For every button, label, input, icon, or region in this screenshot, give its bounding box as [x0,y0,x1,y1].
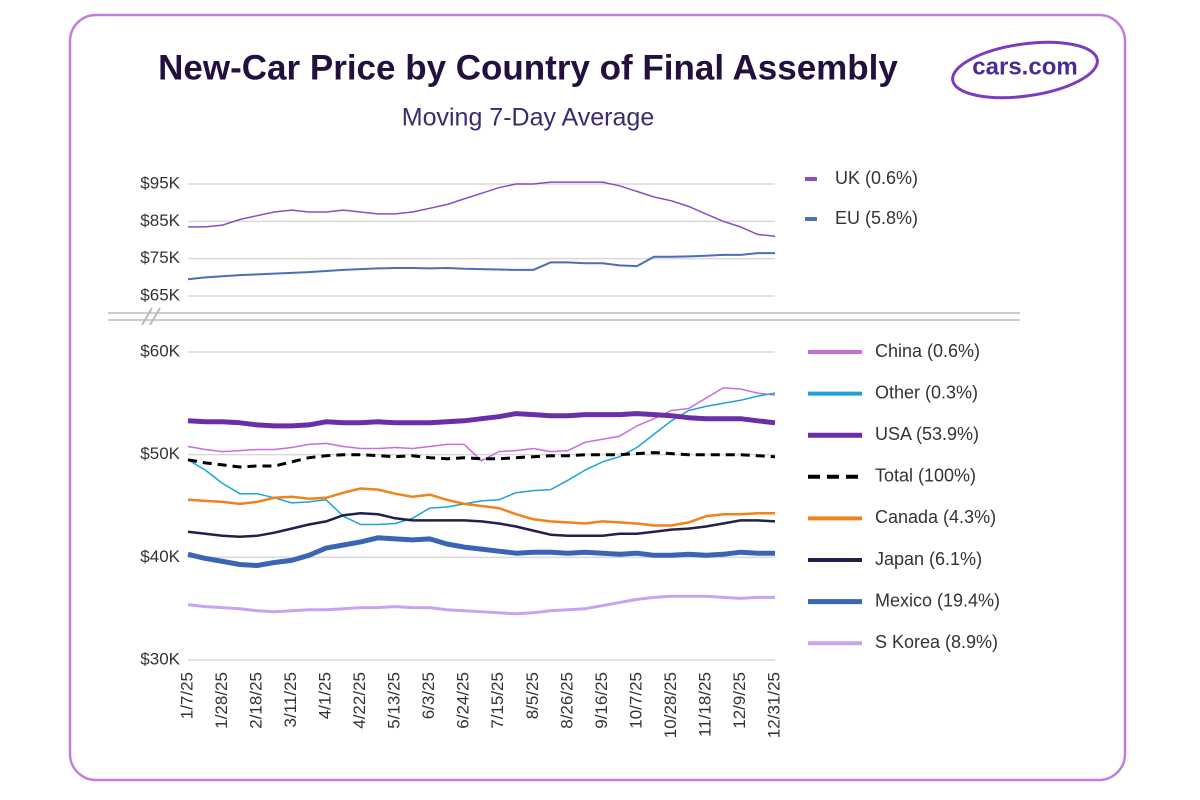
x-tick-label: 1/28/25 [212,672,231,729]
y-tick-label: $95K [140,173,180,192]
y-tick-label: $30K [140,649,180,668]
x-tick-label: 1/7/25 [177,672,196,719]
y-tick-label: $50K [140,444,180,463]
legend-label: EU (5.8%) [835,208,918,228]
x-tick-label: 10/7/25 [626,672,645,729]
x-tick-label: 3/11/25 [281,672,300,727]
series-line [187,594,775,616]
card-border [68,13,1127,782]
logo: cars.com [972,53,1077,80]
x-tick-label: 8/26/25 [557,672,576,729]
y-tick-label: $40K [140,547,180,566]
series-line [187,511,776,539]
series-line [187,411,776,429]
series-line [187,252,775,281]
x-tick-label: 7/15/25 [488,672,507,729]
x-tick-label: 5/13/25 [385,672,404,729]
legend-label: Mexico (19.4%) [875,590,1000,610]
x-tick-label: 6/24/25 [454,672,473,729]
chart-title: New-Car Price by Country of Final Assemb… [158,48,898,87]
x-tick-label: 12/9/25 [730,672,749,729]
legend-label: S Korea (8.9%) [875,632,998,652]
series-line [187,535,775,568]
legend-label: Total (100%) [875,466,976,486]
x-tick-label: 11/18/25 [695,672,714,737]
y-tick-label: $65K [140,286,180,305]
legend-label: Canada (4.3%) [875,507,996,527]
legend-label: Japan (6.1%) [875,549,982,569]
x-tick-label: 4/1/25 [316,672,335,719]
logo-swoosh [951,40,1099,100]
x-tick-label: 4/22/25 [350,672,369,729]
x-tick-label: 6/3/25 [419,672,438,719]
chart-subtitle: Moving 7-Day Average [402,104,654,132]
legend-label: USA (53.9%) [875,424,979,444]
x-tick-label: 2/18/25 [247,672,266,729]
y-tick-label: $60K [140,341,180,360]
y-tick-label: $85K [140,211,180,230]
series-line [187,487,775,527]
x-tick-label: 8/5/25 [523,672,542,719]
series-line [188,181,776,238]
y-tick-label: $75K [140,248,180,267]
series-line [187,387,776,462]
legend-label: Other (0.3%) [875,382,978,402]
legend-label: China (0.6%) [875,341,980,361]
x-tick-label: 9/16/25 [592,672,611,729]
axis-break-mark [141,307,161,326]
series-line [187,451,776,469]
x-tick-label: 10/28/25 [661,672,680,738]
x-tick-label: 12/31/25 [764,672,783,738]
legend-label: UK (0.6%) [835,168,918,188]
